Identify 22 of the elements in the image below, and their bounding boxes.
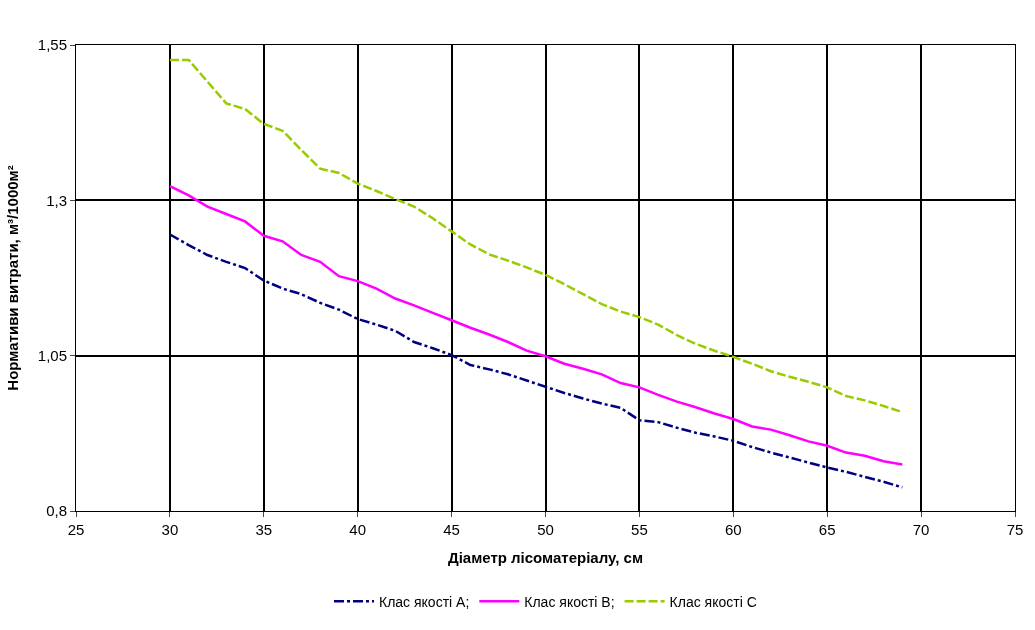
x-tick-label: 65 [818,521,836,538]
line-series [168,233,904,489]
legend-label: Клас якості А; [379,593,470,610]
x-tick-label: 40 [349,521,367,538]
x-tick-label: 60 [724,521,742,538]
y-axis-title: Нормативи витрати, м³/1000м² [4,165,22,391]
y-tick-label: 1,3 [46,191,67,209]
legend-label: Клас якості С [669,593,757,610]
x-tick-label: 50 [537,521,554,538]
x-axis-title: Діаметр лісоматеріалу, см [447,549,644,566]
legend-label: Клас якості В; [524,593,615,610]
x-tick-label: 25 [67,521,85,538]
x-tick-label: 55 [631,521,648,538]
y-tick-label: 1,55 [37,36,67,54]
line-series [168,184,904,466]
x-tick-label: 75 [1006,521,1024,538]
y-tick-label: 1,05 [37,346,67,364]
x-tick-label: 30 [161,521,179,538]
y-tick-label: 0,8 [46,502,67,520]
x-tick-label: 45 [443,521,460,538]
x-tick-label: 35 [255,521,273,538]
x-tick-label: 70 [912,521,930,538]
